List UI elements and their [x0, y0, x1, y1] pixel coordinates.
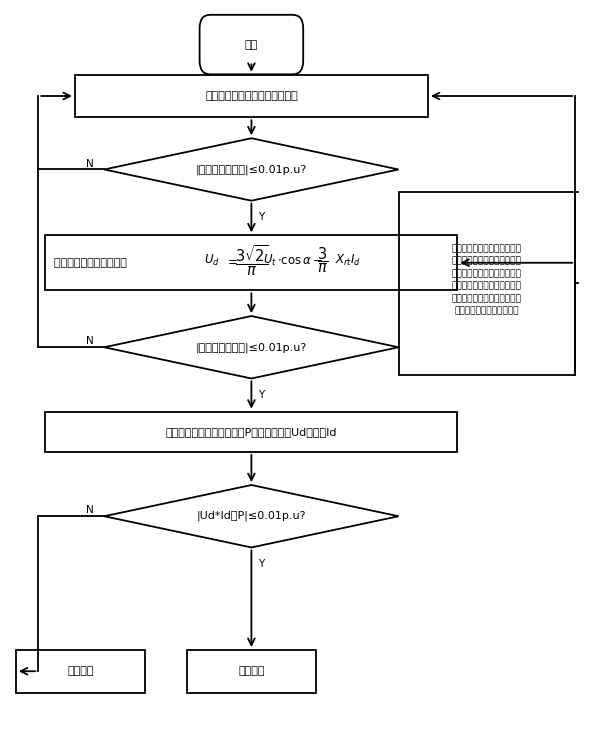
Text: 获取各阀组直流母线电压测量值: 获取各阀组直流母线电压测量值: [205, 91, 298, 101]
Text: $U_t$: $U_t$: [263, 253, 277, 268]
Text: N: N: [85, 158, 93, 169]
Text: Y: Y: [258, 389, 264, 400]
Text: N: N: [85, 505, 93, 516]
Text: $X_{rt}I_d$: $X_{rt}I_d$: [335, 253, 361, 268]
Text: $\dfrac{3\sqrt{2}}{\pi}$: $\dfrac{3\sqrt{2}}{\pi}$: [235, 244, 268, 278]
Text: ${\cdot}\cos\alpha-$: ${\cdot}\cos\alpha-$: [278, 254, 324, 267]
Text: $U_d$: $U_d$: [204, 253, 220, 268]
Text: |测量值－理论值|≤0.01p.u?: |测量值－理论值|≤0.01p.u?: [196, 342, 307, 352]
Text: 三次样条曲线拟合算法将离散
的阀组阻抗、直流母线电压、
直流母线电流历史测量值求出
区间函数，获得任何功率值下
的近似历史测量值，作为历史
值对比或代入公式求理: 三次样条曲线拟合算法将离散 的阀组阻抗、直流母线电压、 直流母线电流历史测量值求…: [452, 244, 522, 316]
Text: 测量异常: 测量异常: [67, 666, 94, 676]
Text: |Ud*Id－P|≤0.01p.u?: |Ud*Id－P|≤0.01p.u?: [196, 511, 306, 522]
Text: $\dfrac{3}{\pi}$: $\dfrac{3}{\pi}$: [318, 246, 328, 276]
Text: $=$: $=$: [225, 254, 238, 267]
Text: 公式求出阀组电压理论值: 公式求出阀组电压理论值: [54, 258, 134, 267]
Text: 启动: 启动: [245, 39, 258, 50]
Text: Y: Y: [258, 559, 264, 568]
Text: Y: Y: [258, 212, 264, 222]
Text: 获取各阀组交流侧输入功率P与直流侧电压Ud和电流Id: 获取各阀组交流侧输入功率P与直流侧电压Ud和电流Id: [165, 426, 337, 437]
Text: N: N: [85, 337, 93, 346]
Text: |测量值－历史值|≤0.01p.u?: |测量值－历史值|≤0.01p.u?: [196, 164, 307, 175]
Text: 测量正常: 测量正常: [238, 666, 264, 676]
